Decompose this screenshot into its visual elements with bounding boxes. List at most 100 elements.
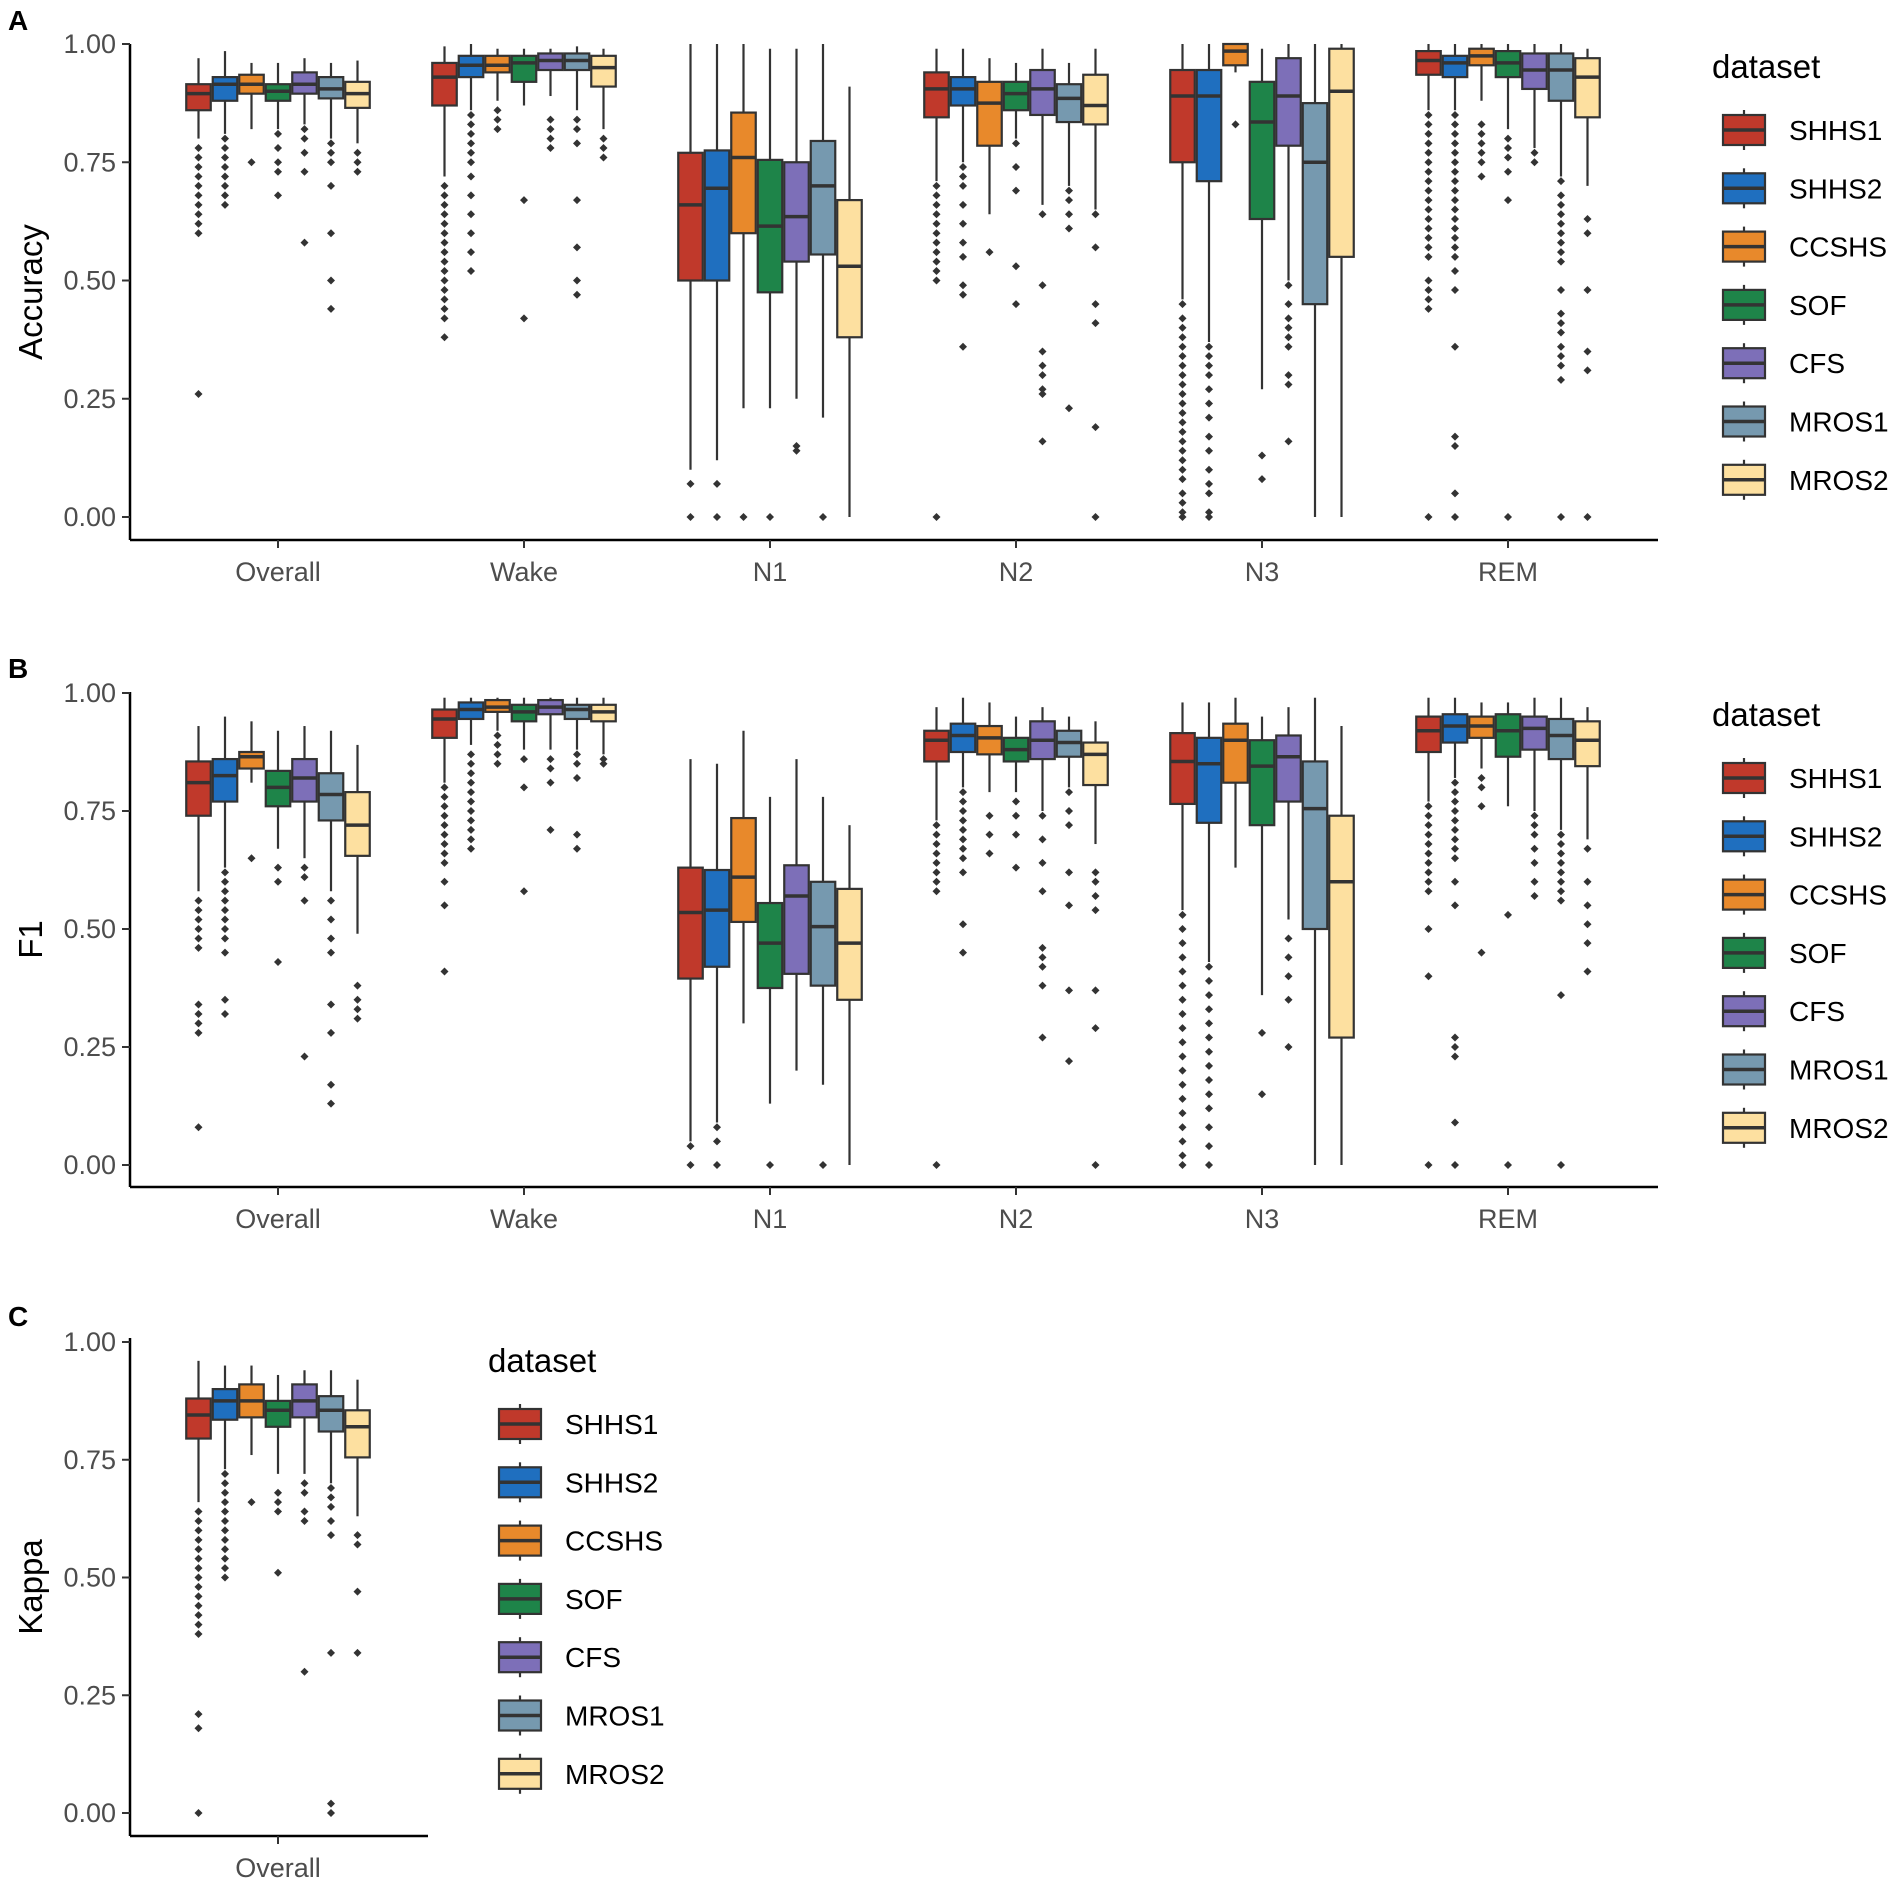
outlier-point	[932, 877, 941, 886]
outlier-point	[1557, 257, 1565, 266]
outlier-point	[274, 129, 282, 138]
outlier-point	[1424, 1161, 1433, 1169]
legend-label: SHHS1	[1789, 115, 1882, 146]
outlier-point	[520, 314, 528, 323]
outlier-point	[573, 830, 581, 839]
outlier-point	[327, 1502, 335, 1511]
outlier-point	[1284, 300, 1293, 309]
outlier-point	[1424, 887, 1433, 896]
outlier-point	[1012, 863, 1020, 872]
outlier-point	[1284, 934, 1293, 943]
outlier-point	[1284, 995, 1293, 1004]
y-tick-label: 0.75	[63, 796, 116, 826]
box-body	[783, 161, 810, 263]
outlier-point	[1451, 205, 1459, 214]
box-sof-overall	[264, 1374, 292, 1577]
legend-label: SHHS1	[565, 1409, 658, 1440]
outlier-point	[1205, 1090, 1213, 1099]
outlier-point	[1451, 177, 1459, 186]
outlier-point	[573, 139, 581, 148]
box-mros1-n3	[1301, 44, 1329, 517]
outlier-point	[1424, 233, 1433, 242]
outlier-point	[713, 1123, 721, 1132]
outlier-point	[353, 158, 362, 167]
outlier-point	[932, 849, 941, 858]
outlier-point	[1205, 399, 1213, 408]
outlier-point	[1091, 513, 1100, 521]
outlier-point	[1557, 177, 1565, 186]
outlier-point	[1557, 200, 1565, 209]
outlier-point	[221, 1009, 229, 1018]
outlier-point	[985, 830, 994, 839]
outlier-point	[467, 759, 475, 768]
box-cfs-wake	[537, 48, 564, 153]
outlier-point	[1451, 877, 1459, 886]
box-mros2-n1	[836, 825, 863, 1165]
outlier-point	[194, 1000, 203, 1009]
outlier-point	[1178, 352, 1187, 361]
outlier-point	[1038, 858, 1047, 867]
box-ccshs-n1	[730, 730, 757, 1024]
outlier-point	[194, 1545, 203, 1554]
outlier-point	[1583, 939, 1592, 948]
outlier-point	[1258, 451, 1266, 460]
outlier-point	[932, 821, 941, 830]
box-sof-n1	[756, 48, 784, 521]
outlier-point	[1451, 342, 1459, 351]
box-sof-n3	[1248, 716, 1276, 1099]
outlier-point	[1424, 243, 1433, 252]
outlier-point	[1557, 352, 1565, 361]
outlier-point	[1038, 811, 1047, 820]
outlier-point	[520, 783, 528, 792]
outlier-point	[1205, 489, 1213, 498]
outlier-point	[327, 1028, 335, 1037]
box-shhs1-wake	[431, 46, 458, 342]
outlier-point	[1178, 1066, 1187, 1075]
outlier-point	[1424, 276, 1433, 285]
outlier-point	[1258, 475, 1266, 484]
outlier-point	[599, 134, 608, 143]
outlier-point	[440, 191, 449, 200]
x-tick-label-n3: N3	[1245, 1204, 1280, 1234]
y-tick-label: 1.00	[63, 1327, 116, 1357]
legend-item-ccshs: CCSHS	[1721, 226, 1887, 267]
outlier-point	[300, 1667, 309, 1676]
box-shhs2-overall	[211, 716, 239, 1018]
outlier-point	[1205, 513, 1213, 521]
outlier-point	[1424, 304, 1433, 313]
box-body	[563, 703, 591, 721]
outlier-point	[1284, 371, 1293, 380]
outlier-point	[1583, 215, 1592, 224]
outlier-point	[932, 276, 941, 285]
outlier-point	[440, 901, 449, 910]
outlier-point	[274, 1507, 282, 1516]
outlier-point	[1205, 1161, 1213, 1169]
outlier-point	[440, 200, 449, 209]
outlier-point	[1530, 858, 1539, 867]
outlier-point	[1557, 210, 1565, 219]
legend-item-shhs2: SHHS2	[497, 1462, 658, 1503]
outlier-point	[1451, 1043, 1459, 1051]
outlier-point	[932, 248, 941, 257]
box-shhs1-wake	[431, 697, 458, 976]
box-mros1-rem	[1547, 44, 1575, 521]
outlier-point	[221, 1573, 229, 1582]
outlier-point	[221, 162, 229, 171]
outlier-point	[274, 158, 282, 167]
outlier-point	[221, 1516, 229, 1525]
outlier-point	[1451, 139, 1459, 148]
box-body	[211, 1387, 239, 1421]
outlier-point	[1477, 802, 1486, 811]
outlier-point	[573, 115, 581, 124]
outlier-point	[1178, 925, 1187, 933]
outlier-point	[1205, 352, 1213, 361]
outlier-point	[1451, 1052, 1459, 1061]
outlier-point	[1038, 981, 1047, 990]
outlier-point	[300, 1507, 309, 1516]
outlier-point	[1451, 432, 1459, 441]
legend-item-cfs: CFS	[497, 1637, 621, 1678]
outlier-point	[932, 267, 941, 276]
outlier-point	[300, 134, 309, 143]
box-ccshs-overall	[238, 721, 265, 863]
